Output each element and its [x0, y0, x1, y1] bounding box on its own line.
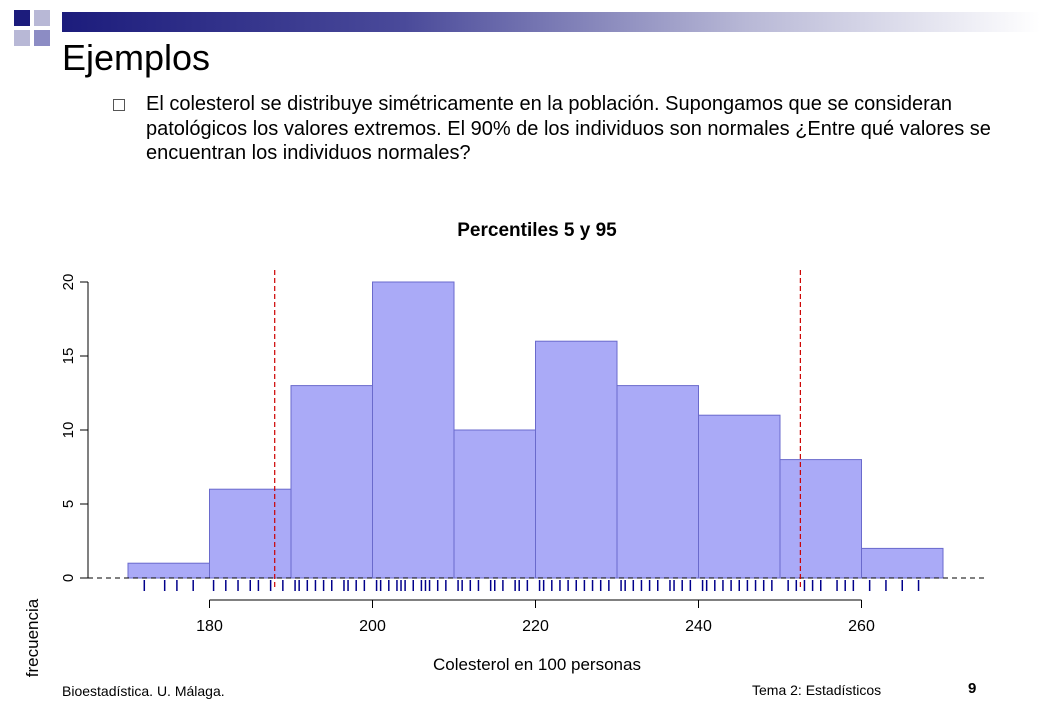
logo-square-light [14, 30, 30, 46]
footer-center: Tema 2: Estadísticos [752, 682, 882, 698]
plot-area: 0 5 10 15 20 180 200 220 240 260 [60, 270, 985, 635]
x-tick-label: 220 [522, 618, 549, 635]
histogram-bar [372, 281, 455, 579]
x-tick-label: 260 [848, 618, 875, 635]
y-tick-label: 20 [60, 274, 77, 291]
chart-title: Percentiles 5 y 95 [457, 220, 617, 241]
histogram-bar [290, 385, 373, 579]
histogram-bar [861, 547, 944, 579]
histogram-bar [779, 459, 862, 579]
x-tick-label: 200 [359, 618, 386, 635]
y-tick-label: 10 [60, 422, 77, 439]
bullet-square-icon [113, 99, 125, 111]
histogram-bar [209, 488, 292, 579]
y-tick-label: 15 [60, 348, 77, 365]
header-gradient-bar [62, 12, 1040, 32]
histogram-bar [616, 385, 699, 579]
footer-left: Bioestadística. U. Málaga. [62, 683, 225, 699]
histogram-bar [453, 429, 536, 579]
y-axis-label: frecuencia [23, 598, 42, 677]
x-tick-label: 180 [196, 618, 223, 635]
y-tick-label: 0 [60, 574, 77, 582]
x-tick-label: 240 [685, 618, 712, 635]
x-axis-label: Colesterol en 100 personas [433, 655, 641, 674]
bullet-text: El colesterol se distribuye simétricamen… [146, 93, 991, 164]
slide-title: Ejemplos [62, 37, 211, 78]
histogram-bar [127, 562, 210, 579]
y-tick-label: 5 [60, 500, 77, 508]
histogram-bar [698, 414, 781, 579]
logo-square-mid [34, 30, 50, 46]
logo-square-dark [14, 10, 30, 26]
page-number: 9 [968, 680, 977, 697]
histogram-bar [535, 340, 618, 579]
logo-square-light [34, 10, 50, 26]
histogram-chart: Percentiles 5 y 95 frecuencia Colesterol… [23, 220, 985, 677]
